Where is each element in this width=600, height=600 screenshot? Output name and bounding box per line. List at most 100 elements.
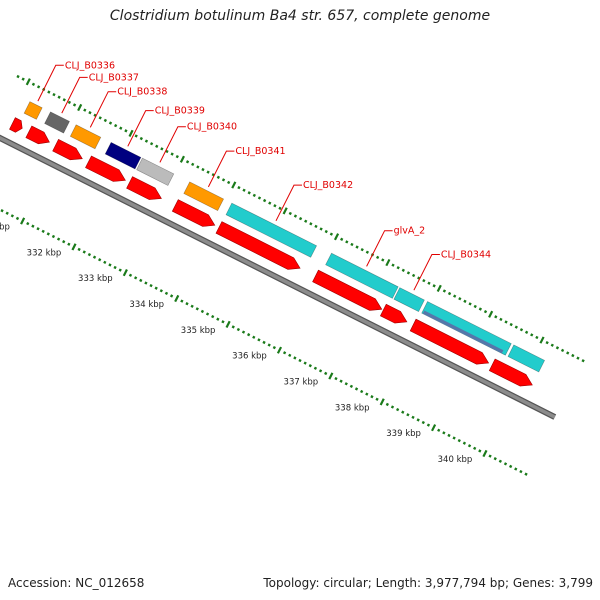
outer-scale-tick [262,198,267,203]
gene-label[interactable]: CLJ_B0344 [441,249,491,260]
outer-scale-tick [333,233,340,241]
label-callout-line [207,150,235,188]
outer-scale-tick [231,181,237,189]
inner-scale-tick [365,392,369,396]
outer-scale-tick [488,310,494,318]
gene-block [507,344,546,373]
inner-scale-tick [36,227,40,231]
scale-label: 338 kbp [335,403,370,413]
inner-scale-tick [431,424,437,432]
inner-scale-tick [457,438,461,443]
outer-scale-tick [67,100,72,105]
gene-label[interactable]: CLJ_B0342 [303,180,353,191]
outer-scale-tick [36,85,41,89]
outer-scale-tick [385,258,391,267]
inner-scale-tick [252,335,256,339]
inner-scale-tick [406,413,410,417]
outer-scale-tick [350,242,354,247]
inner-scale-tick [467,444,472,448]
outer-scale-tick [21,77,25,81]
outer-scale-tick [31,82,36,86]
gene-label[interactable]: CLJ_B0337 [89,72,139,83]
outer-scale-tick [401,268,405,272]
scale-label: 336 kbp [232,352,267,362]
outer-scale-tick [499,317,503,322]
gene-label[interactable]: CLJ_B0341 [235,146,285,157]
inner-scale-tick [282,351,287,355]
outer-scale-tick [278,206,282,210]
scale-label: 334 kbp [129,300,164,310]
inner-scale-tick [92,255,97,259]
inner-scale-tick [10,214,14,218]
inner-scale-tick [26,221,30,226]
outer-scale-tick [227,180,231,185]
inner-scale-tick [416,418,420,422]
gene-label[interactable]: CLJ_B0336 [65,60,115,71]
inner-scale-tick [221,320,225,324]
inner-scale-tick [154,286,158,290]
outer-scale-tick [355,245,359,249]
inner-scale-tick [67,242,71,246]
outer-scale-tick [191,162,195,167]
inner-scale-tick [46,232,50,236]
cds-arrow [409,318,490,365]
gene-block [225,202,318,258]
inner-scale-tick [303,361,307,365]
inner-scale-tick [241,330,246,334]
cds-arrow [171,199,216,227]
outer-scale-tick [72,103,77,107]
label-callout-line [127,110,154,147]
label-callout-line [366,230,393,267]
inner-scale-tick [200,309,205,314]
outer-scale-tick [483,309,488,314]
inner-scale-tick [276,346,283,354]
outer-scale-tick [201,167,205,172]
outer-scale-tick [114,123,118,128]
inner-scale-tick [385,402,389,407]
inner-scale-tick [174,294,180,303]
outer-scale-tick [519,328,524,332]
inner-scale-tick [56,237,61,241]
inner-scale-tick [442,431,446,435]
inner-scale-tick [473,446,477,451]
inner-scale-tick [354,387,359,391]
inner-scale-tick [344,382,348,386]
gene-label[interactable]: CLJ_B0339 [155,106,205,117]
inner-scale-tick [0,209,4,213]
inner-scale-tick [262,340,266,345]
cds-arrow [52,138,83,161]
outer-scale-tick [391,263,395,267]
inner-scale-tick [231,325,235,329]
outer-scale-tick [139,136,143,141]
inner-scale-tick [324,371,328,376]
inner-scale-tick [334,376,338,381]
inner-scale-tick [247,333,251,337]
outer-scale-tick [571,353,575,358]
outer-scale-tick [196,165,200,169]
outer-scale-tick [149,142,154,146]
accession-label: Accession: NC_012658 [8,576,145,590]
inner-scale-tick [437,428,441,432]
outer-scale-tick [221,178,226,182]
inner-scale-tick [216,317,220,321]
gene-label[interactable]: CLJ_B0340 [187,122,237,133]
outer-scale-tick [514,325,518,329]
outer-scale-tick [252,193,256,198]
gene-label[interactable]: CLJ_B0338 [117,87,167,98]
inner-scale-tick [77,247,81,252]
inner-scale-tick [98,258,102,262]
outer-scale-tick [282,207,288,215]
gene-block [44,111,70,134]
cds-arrow [312,269,383,311]
outer-scale-tick [447,291,452,296]
outer-scale-tick [365,250,369,254]
inner-scale-tick [375,397,379,401]
inner-scale-tick [462,441,467,445]
outer-scale-tick [494,315,498,319]
cds-arrow [379,303,408,324]
gene-label[interactable]: glvA_2 [394,226,426,237]
inner-scale-tick [144,281,148,285]
inner-scale-tick [349,384,354,389]
outer-scale-tick [47,90,51,94]
